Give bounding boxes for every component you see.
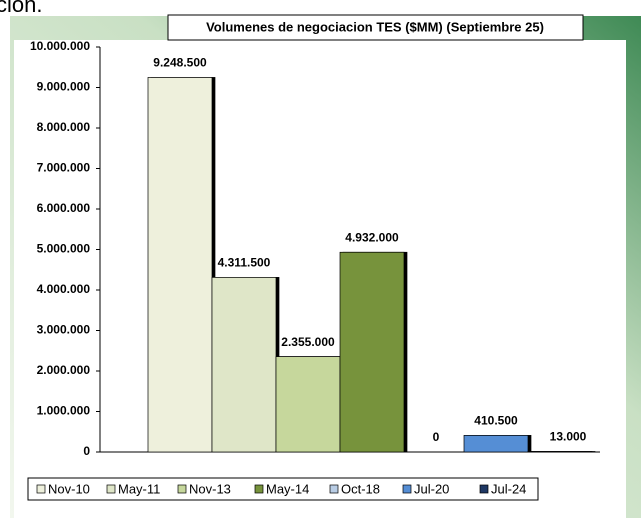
caption-fragment: ción. — [0, 0, 42, 17]
bar — [147, 77, 213, 453]
chart-title: Volumenes de negociacion TES ($MM) (Sept… — [206, 19, 544, 34]
y-tick-label: 7.000.000 — [37, 161, 91, 175]
y-tick-label: 5.000.000 — [37, 242, 91, 256]
legend-swatch — [36, 484, 46, 494]
value-label: 13.000 — [550, 430, 587, 444]
title-box — [167, 14, 584, 41]
legend-label: Oct-18 — [341, 481, 380, 496]
legend-label: May-11 — [118, 481, 160, 496]
value-label: 9.248.500 — [153, 56, 207, 70]
legend-swatch — [177, 484, 187, 494]
legend-swatch — [479, 484, 489, 494]
bar — [463, 435, 529, 453]
legend-swatch — [254, 484, 264, 494]
y-tick-label: 3.000.000 — [37, 323, 91, 337]
legend-label: Nov-13 — [189, 481, 231, 496]
value-label: 0 — [433, 430, 440, 444]
bar — [211, 277, 277, 453]
legend-swatch — [106, 484, 116, 494]
y-tick-label: 10.000.000 — [30, 39, 90, 53]
value-label: 410.500 — [474, 414, 518, 428]
value-label: 2.355.000 — [281, 335, 335, 349]
legend-label: Jul-24 — [491, 481, 526, 496]
value-label: 4.932.000 — [345, 230, 399, 244]
value-label: 4.311.500 — [218, 256, 271, 270]
y-tick-label: 8.000.000 — [37, 120, 91, 134]
y-tick-label: 2.000.000 — [37, 363, 91, 377]
bar — [527, 451, 593, 453]
legend-label: May-14 — [266, 481, 309, 496]
bar — [275, 356, 341, 453]
y-tick-label: 0 — [83, 444, 90, 458]
legend-swatch — [329, 484, 339, 494]
bar — [339, 251, 405, 453]
y-tick-label: 6.000.000 — [37, 201, 91, 215]
legend-box — [27, 477, 539, 501]
y-tick-label: 9.000.000 — [37, 80, 91, 94]
legend-label: Jul-20 — [414, 481, 449, 496]
legend-swatch — [402, 484, 412, 494]
y-tick-label: 1.000.000 — [37, 404, 91, 418]
y-tick-label: 4.000.000 — [37, 282, 91, 296]
legend-label: Nov-10 — [48, 481, 90, 496]
